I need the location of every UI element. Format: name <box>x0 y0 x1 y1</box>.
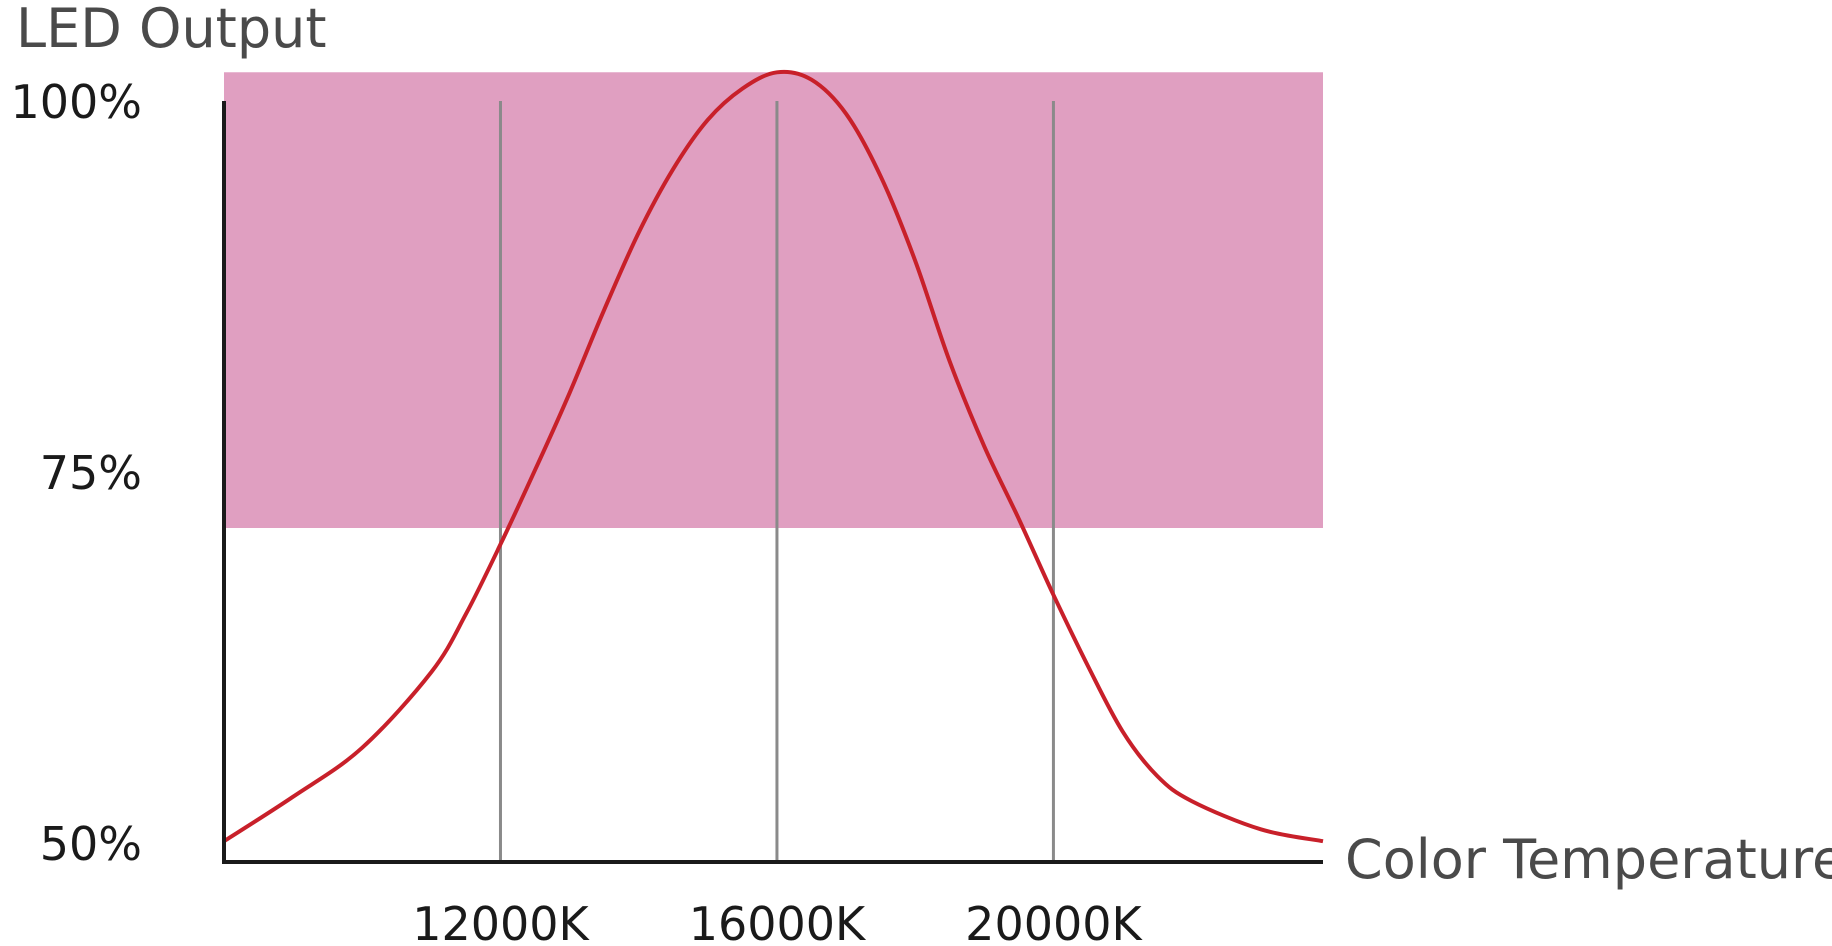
highlight-band <box>224 72 1323 528</box>
series-line <box>222 69 1324 844</box>
y-axis-title: LED Output <box>16 0 327 60</box>
x-tick-label-1: 16000K <box>689 897 867 946</box>
x-tick-label-2: 20000K <box>965 897 1143 946</box>
x-tick-labels: 12000K 16000K 20000K <box>412 897 1143 946</box>
y-tick-labels: 50% 75% 100% <box>10 75 142 871</box>
x-axis-title: Color Temperature <box>1345 828 1832 891</box>
y-tick-label-0: 50% <box>40 817 142 871</box>
x-tick-label-0: 12000K <box>412 897 590 946</box>
gridlines <box>498 101 1055 862</box>
y-tick-label-2: 100% <box>10 75 142 129</box>
y-tick-label-1: 75% <box>40 446 142 500</box>
